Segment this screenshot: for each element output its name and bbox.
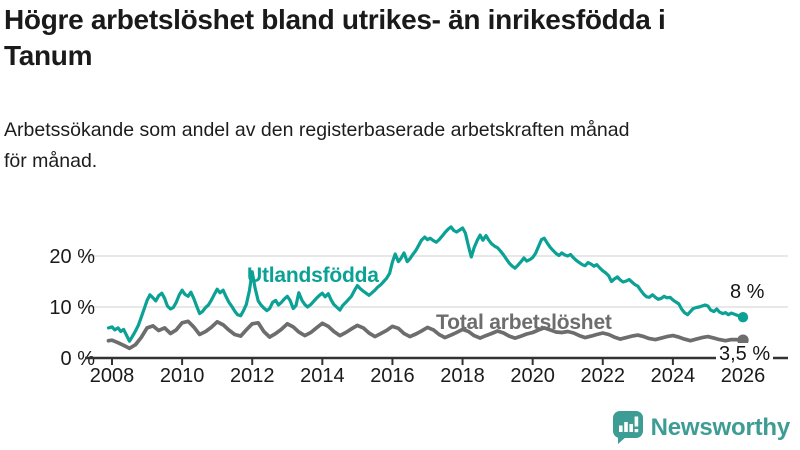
x-tick-label: 2010 [160, 365, 205, 387]
newsworthy-branding[interactable]: Newsworthy [612, 411, 791, 444]
x-tick-label: 2008 [90, 365, 135, 387]
x-tick-label: 2014 [300, 365, 345, 387]
series-label-utlandsfodda: Utlandsfödda [247, 264, 379, 287]
x-tick-label: 2020 [510, 365, 555, 387]
series-line-utlandsfodda [106, 225, 745, 343]
chart-title: Högre arbetslöshet bland utrikes- än inr… [4, 4, 666, 71]
series-end-dot-utlandsfodda [737, 312, 749, 323]
chart-subtitle: Arbetssökande som andel av den registerb… [4, 119, 630, 172]
x-tick-label: 2018 [440, 365, 485, 387]
bar-chart-exclamation-glyph [618, 416, 638, 433]
newsworthy-logo-icon [612, 411, 643, 444]
x-tick-label: 2022 [581, 365, 626, 387]
x-tick-label: 2012 [230, 365, 275, 387]
newsworthy-logo-text: Newsworthy [650, 413, 791, 441]
series-end-dot-total [737, 334, 749, 346]
line-chart: 0 % 10 % 20 % 2008 2010 2012 2014 2016 2018 2020 2… [0, 200, 800, 400]
end-value-label-utlandsfodda: 8 % [730, 281, 765, 303]
x-tick-label: 2024 [651, 365, 696, 387]
series-line-total [106, 319, 745, 351]
end-value-label-total: 3,5 % [716, 343, 774, 366]
y-tick-label: 20 % [49, 246, 95, 268]
series-label-total-arbetsloshet: Total arbetslöshet [436, 311, 612, 334]
x-tick-label: 2026 [721, 365, 766, 387]
y-tick-label: 10 % [49, 297, 95, 319]
x-tick-label: 2016 [370, 365, 415, 387]
line-chart-canvas: 0 % 10 % 20 % 2008 2010 2012 2014 2016 2018 2020 2… [49, 225, 788, 387]
y-tick-label: 0 % [61, 348, 96, 370]
